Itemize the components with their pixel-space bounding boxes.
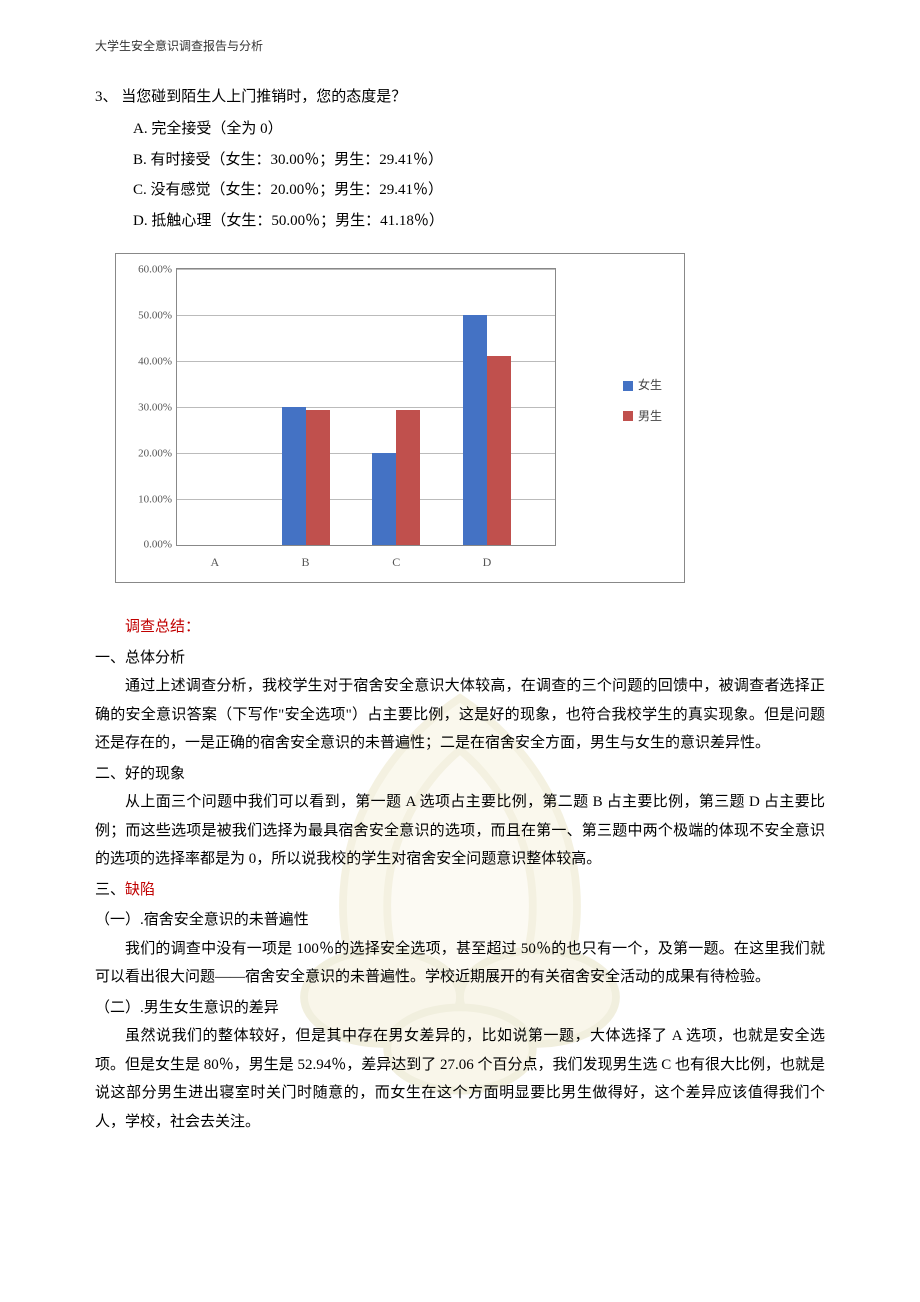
chart-bar-group: C [372, 269, 420, 545]
summary-title: 调查总结： [95, 613, 825, 642]
chart-y-label: 0.00% [144, 535, 172, 556]
chart-bar-group: B [282, 269, 330, 545]
section-paragraph: 我们的调查中没有一项是 100％的选择安全选项，甚至超过 50％的也只有一个，及… [95, 935, 825, 992]
option-a: A. 完全接受（全为 0） [133, 115, 825, 144]
chart-bar-group: A [191, 269, 239, 545]
chart-y-label: 10.00% [138, 490, 172, 511]
options-list: A. 完全接受（全为 0） B. 有时接受（女生：30.00％；男生：29.41… [95, 115, 825, 235]
section-paragraph: 从上面三个问题中我们可以看到，第一题 A 选项占主要比例，第二题 B 占主要比例… [95, 788, 825, 874]
chart-y-label: 60.00% [138, 260, 172, 281]
chart-legend: 女生男生 [623, 374, 662, 436]
summary-title-text: 调查总结： [125, 619, 200, 635]
question-number: 3、 [95, 89, 118, 105]
legend-item: 男生 [623, 405, 662, 428]
chart-x-label: C [392, 551, 400, 574]
legend-item: 女生 [623, 374, 662, 397]
section-heading-prefix: 三、 [95, 882, 125, 898]
option-c: C. 没有感觉（女生：20.00％；男生：29.41％） [133, 176, 825, 205]
chart-bar [463, 315, 487, 545]
legend-swatch [623, 381, 633, 391]
section-heading: （一）.宿舍安全意识的未普遍性 [95, 906, 825, 935]
chart-bar-group: D [463, 269, 511, 545]
option-b: B. 有时接受（女生：30.00％；男生：29.41％） [133, 146, 825, 175]
chart-bar [372, 453, 396, 545]
chart-bar [282, 407, 306, 545]
chart-bar [487, 356, 511, 545]
question-text: 当您碰到陌生人上门推销时，您的态度是？ [121, 89, 406, 105]
legend-label: 男生 [638, 405, 662, 428]
legend-swatch [623, 411, 633, 421]
question-line: 3、 当您碰到陌生人上门推销时，您的态度是？ [95, 83, 825, 112]
chart-bar [396, 410, 420, 545]
chart-x-label: D [483, 551, 492, 574]
option-d: D. 抵触心理（女生：50.00％；男生：41.18％） [133, 207, 825, 236]
section-heading: 三、缺陷 [95, 876, 825, 905]
chart-plot-area: 0.00%10.00%20.00%30.00%40.00%50.00%60.00… [176, 268, 556, 546]
bar-chart: 0.00% 10.00% 20.00% 30.00% 40.00% 50.00% 60.00… [115, 253, 685, 583]
chart-x-label: B [302, 551, 310, 574]
section-heading-text: 缺陷 [125, 882, 155, 898]
section-heading: 二、好的现象 [95, 760, 825, 789]
chart-y-label: 40.00% [138, 352, 172, 373]
chart-y-label: 50.00% [138, 306, 172, 327]
chart-y-label: 30.00% [138, 398, 172, 419]
sections-container: 一、总体分析通过上述调查分析，我校学生对于宿舍安全意识大体较高，在调查的三个问题… [95, 644, 825, 1137]
section-heading: （二）.男生女生意识的差异 [95, 994, 825, 1023]
section-paragraph: 通过上述调查分析，我校学生对于宿舍安全意识大体较高，在调查的三个问题的回馈中，被… [95, 672, 825, 758]
chart-x-label: A [210, 551, 219, 574]
legend-label: 女生 [638, 374, 662, 397]
section-paragraph: 虽然说我们的整体较好，但是其中存在男女差异的，比如说第一题，大体选择了 A 选项… [95, 1022, 825, 1136]
chart-y-label: 20.00% [138, 444, 172, 465]
chart-bar [306, 410, 330, 545]
page-header: 大学生安全意识调查报告与分析 [95, 35, 825, 58]
section-heading: 一、总体分析 [95, 644, 825, 673]
